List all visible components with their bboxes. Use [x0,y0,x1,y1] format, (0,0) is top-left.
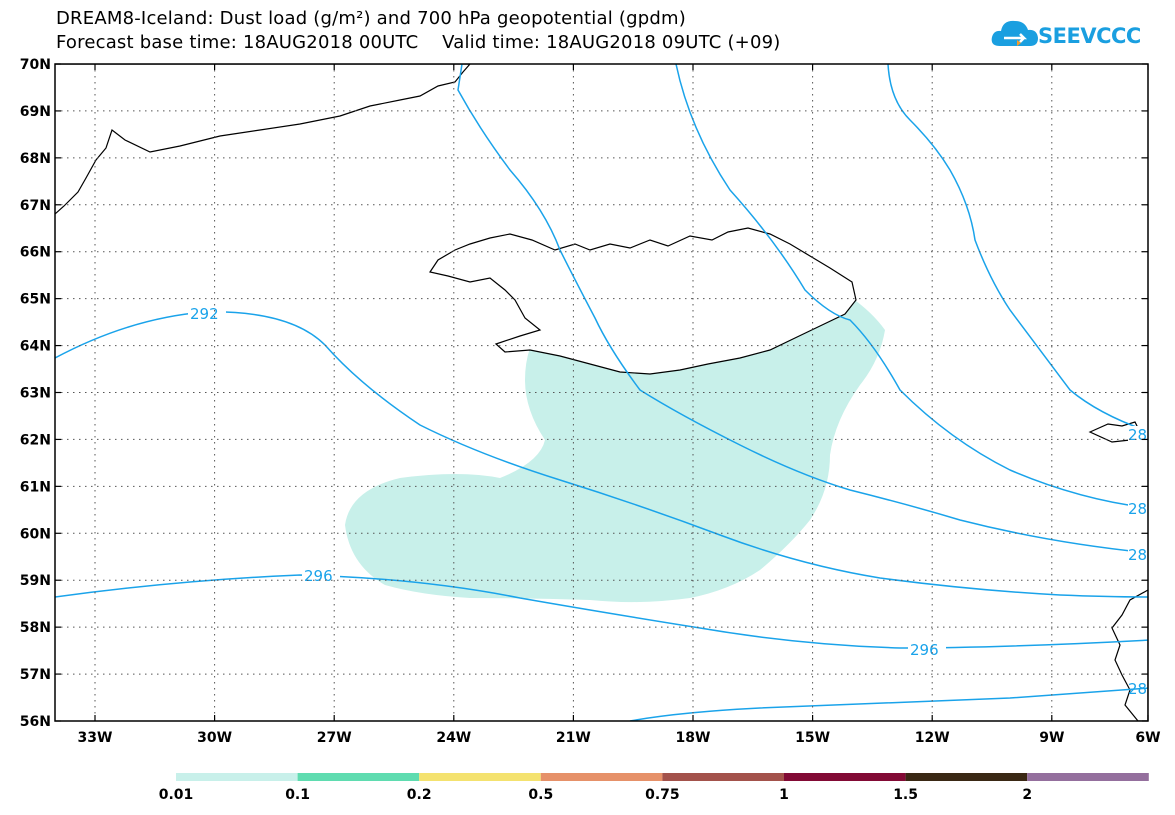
contour-label: 28 [1128,426,1147,444]
colorbar-label: 2 [1022,787,1032,803]
colorbar-swatch [784,773,906,781]
colorbar-label: 1 [779,787,789,803]
contour-28-b [675,64,1148,509]
latitude-label: 64N [20,339,51,355]
colorbar-label: 0.1 [285,787,310,803]
axis-ticks [55,63,1149,722]
logo-text: SEEVCCC [1038,24,1141,48]
greenland-coast [55,64,471,215]
colorbar-swatch [540,773,663,781]
longitude-label: 15W [795,730,830,746]
contour-label: 28 [1128,546,1147,564]
map-subtitle: Forecast base time: 18AUG2018 00UTC Vali… [56,32,781,53]
latitude-label: 68N [20,151,51,167]
colorbar-swatch [662,773,784,781]
latitude-label: 63N [20,386,51,402]
colorbar-label: 0.5 [528,787,553,803]
longitude-label: 9W [1039,730,1064,746]
longitude-labels: 33W 30W 27W 24W 21W 18W 15W 12W 9W 6W [78,730,1161,746]
latitude-label: 65N [20,292,51,308]
contour-label: 292 [190,305,219,323]
contour-label: 296 [304,567,333,585]
longitude-label: 24W [436,730,471,746]
latitude-label: 56N [20,714,51,730]
graticule [55,64,1148,721]
contour-bottom [629,687,1148,721]
colorbar-swatch [176,773,298,781]
iceland-coast [429,227,857,375]
latitude-label: 61N [20,479,51,495]
latitude-label: 62N [20,432,51,448]
latitude-label: 70N [20,57,51,73]
colorbar-label: 1.5 [893,787,918,803]
contour-label: 28 [1128,680,1147,698]
latitude-labels: 70N 69N 68N 67N 66N 65N 64N 63N 62N 61N 60N 59N 58N 5… [20,57,51,730]
latitude-label: 69N [20,104,51,120]
colorbar-label: 0.01 [159,787,194,803]
longitude-label: 33W [78,730,113,746]
latitude-label: 58N [20,620,51,636]
map-title: DREAM8-Iceland: Dust load (g/m²) and 700… [56,8,686,29]
seevccc-logo: SEEVCCC [990,16,1150,56]
colorbar [176,773,1149,781]
scotland-coast [1111,589,1148,721]
contour-292 [55,311,1148,598]
latitude-label: 67N [20,198,51,214]
colorbar-swatch [905,773,1028,781]
longitude-label: 12W [915,730,950,746]
colorbar-swatch [1027,773,1149,781]
longitude-label: 27W [317,730,352,746]
contour-label: 28 [1128,500,1147,518]
colorbar-swatch [419,773,541,781]
colorbar-label: 0.2 [407,787,432,803]
contour-28-c [887,64,1148,433]
cloud-icon [991,20,1038,46]
colorbar-labels: 0.01 0.1 0.2 0.5 0.75 1 1.5 2 [159,787,1032,803]
longitude-label: 18W [676,730,711,746]
latitude-label: 66N [20,245,51,261]
colorbar-swatch [297,773,420,781]
latitude-label: 59N [20,573,51,589]
contour-28-a [457,64,1148,554]
longitude-label: 30W [197,730,232,746]
colorbar-label: 0.75 [645,787,680,803]
latitude-label: 60N [20,526,51,542]
longitude-label: 21W [556,730,591,746]
latitude-label: 57N [20,667,51,683]
longitude-label: 6W [1135,730,1160,746]
contour-label: 296 [910,641,939,659]
